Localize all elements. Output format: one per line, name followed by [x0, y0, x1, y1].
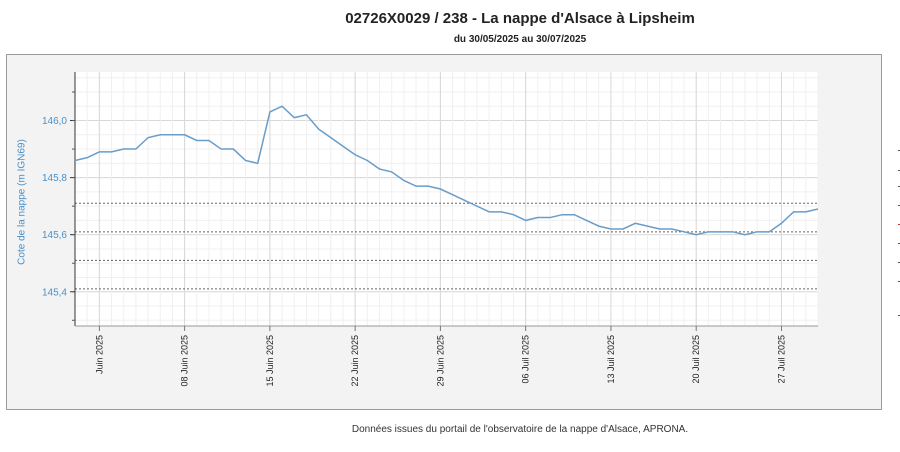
edge-mark — [898, 281, 900, 282]
chart-subtitle: du 30/05/2025 au 30/07/2025 — [453, 34, 587, 45]
x-tick-label: 15 Juin 2025 — [265, 335, 275, 387]
y-tick-label: 145,6 — [42, 230, 67, 241]
edge-mark — [898, 150, 900, 151]
y-tick-label: 146,0 — [42, 116, 67, 127]
x-tick-label: 22 Juin 2025 — [350, 335, 360, 387]
x-tick-label: 08 Juin 2025 — [180, 335, 190, 387]
edge-mark — [898, 243, 900, 244]
edge-mark — [898, 186, 900, 187]
series-line — [74, 105, 819, 236]
y-axis-label-wrap: Cote de la nappe (m IGN69) — [12, 132, 32, 272]
x-gridlines — [74, 72, 819, 326]
y-tick-label: 145,4 — [42, 287, 67, 298]
y-gridlines — [75, 77, 818, 321]
x-tick-label: 29 Juin 2025 — [435, 335, 445, 387]
edge-mark — [898, 262, 900, 263]
x-tick-label: 20 Juil 2025 — [691, 335, 701, 384]
edge-mark — [898, 224, 900, 225]
x-tick-label: 06 Juil 2025 — [521, 335, 531, 384]
x-tick-label: 27 Juil 2025 — [776, 335, 786, 384]
edge-mark — [898, 315, 900, 316]
edge-mark — [898, 205, 900, 206]
x-tick-label: 13 Juil 2025 — [606, 335, 616, 384]
y-tick-label: 145,8 — [42, 173, 67, 184]
source-note: Données issues du portail de l'observato… — [351, 424, 689, 435]
x-ticks: Juin 2025 08 Juin 2025 15 Juin 2025 22 Juin… — [94, 326, 786, 387]
x-tick-label: Juin 2025 — [94, 335, 104, 374]
plot-area — [75, 72, 818, 326]
chart-title: 02726X0029 / 238 - La nappe d'Alsace à L… — [345, 10, 695, 27]
y-ticks: 145,4 145,6 145,8 146,0 — [42, 91, 75, 321]
y-axis-label: Cote de la nappe (m IGN69) — [16, 139, 28, 265]
edge-mark — [898, 170, 900, 171]
